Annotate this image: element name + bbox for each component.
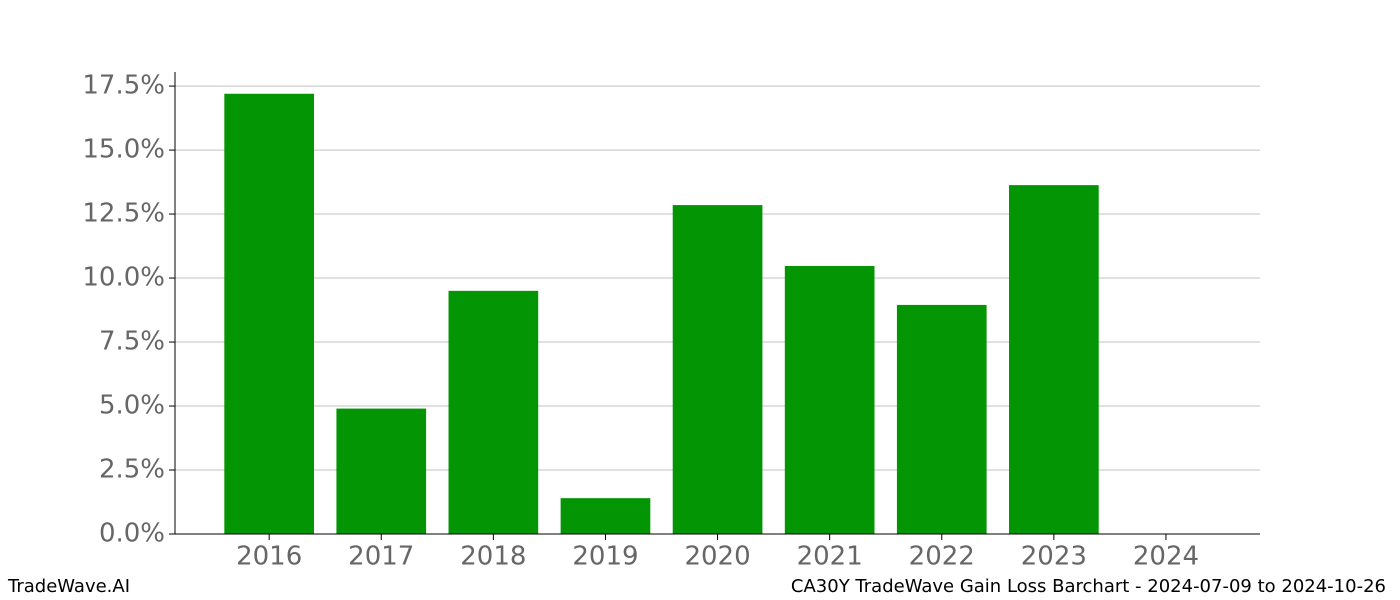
y-tick-label: 12.5% [82,199,165,229]
footer-right: CA30Y TradeWave Gain Loss Barchart - 202… [791,576,1386,597]
y-tick-label: 5.0% [99,391,165,421]
x-tick-label: 2019 [572,542,638,572]
x-tick-label: 2021 [797,542,863,572]
x-tick-label: 2020 [684,542,750,572]
bar [1009,185,1099,534]
y-tick-label: 10.0% [82,263,165,293]
y-tick-label: 2.5% [99,455,165,485]
x-tick-label: 2017 [348,542,414,572]
footer-left: TradeWave.AI [7,576,130,597]
y-tick-label: 15.0% [82,135,165,165]
bar [224,93,315,535]
bar [560,498,651,534]
x-tick-label: 2024 [1133,542,1199,572]
bar [448,290,539,534]
bar [672,205,763,534]
y-tick-label: 0.0% [99,519,165,549]
y-tick-label: 7.5% [99,327,165,357]
bar [896,304,987,534]
x-tick-label: 2018 [460,542,526,572]
bar [784,266,875,534]
x-tick-label: 2022 [909,542,975,572]
y-tick-label: 17.5% [82,71,165,101]
x-tick-label: 2016 [236,542,302,572]
bar [336,408,427,534]
x-tick-label: 2023 [1021,542,1087,572]
